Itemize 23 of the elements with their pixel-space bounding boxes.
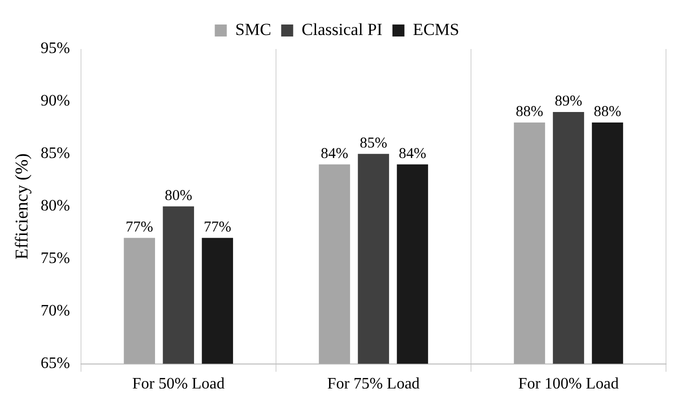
y-axis-title: Efficiency (%) xyxy=(12,153,32,260)
legend-label: SMC xyxy=(235,20,272,39)
data-label: 77% xyxy=(204,219,232,236)
y-tick-label: 65% xyxy=(40,355,70,372)
y-tick-label: 75% xyxy=(40,250,70,268)
x-tick-label: For 50% Load xyxy=(132,376,225,393)
x-tick-label: For 100% Load xyxy=(518,376,619,393)
data-label: 80% xyxy=(164,188,192,204)
y-tick-label: 85% xyxy=(40,145,70,162)
legend-label: Classical PI xyxy=(302,20,383,39)
y-tick-label: 90% xyxy=(40,92,70,110)
data-label: 77% xyxy=(126,219,154,236)
data-label: 89% xyxy=(554,93,582,110)
y-tick-label: 70% xyxy=(40,302,70,320)
legend-label: ECMS xyxy=(412,20,460,39)
data-label: 88% xyxy=(516,104,544,120)
data-label: 88% xyxy=(594,104,622,120)
data-label: 85% xyxy=(360,135,388,152)
data-label: 84% xyxy=(320,146,348,162)
x-tick-label: For 75% Load xyxy=(327,376,420,393)
data-label: 84% xyxy=(398,146,426,162)
y-tick-label: 95% xyxy=(40,40,70,58)
y-tick-label: 80% xyxy=(40,198,70,215)
